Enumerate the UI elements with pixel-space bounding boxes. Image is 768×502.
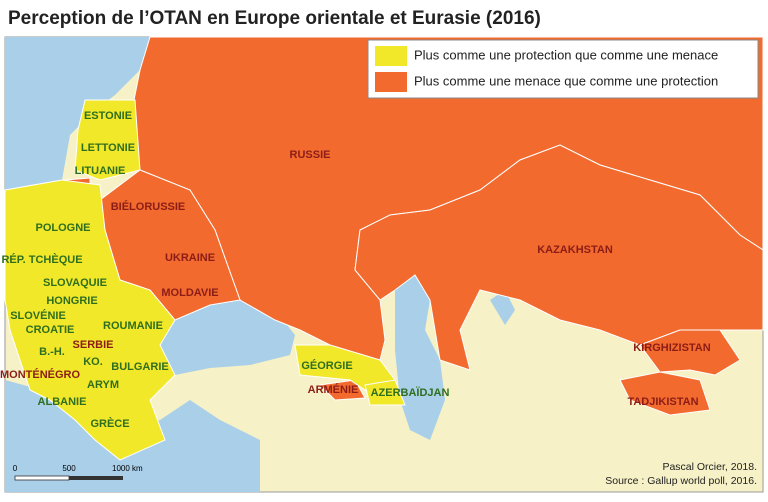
scale-label: 500 <box>62 464 76 473</box>
scale-label: 1000 km <box>112 464 143 473</box>
legend-label: Plus comme une menace que comme une prot… <box>414 73 718 88</box>
country-label: ARYM <box>87 379 119 391</box>
country-label: BULGARIE <box>111 361 168 373</box>
country-label: GRÈCE <box>90 417 129 430</box>
countries-yellow <box>4 99 406 461</box>
countries-orange <box>29 36 764 416</box>
country-label: LETTONIE <box>81 142 135 154</box>
country-label: CROATIE <box>26 324 75 336</box>
country-label: TADJIKISTAN <box>627 396 698 408</box>
country-label: ALBANIE <box>38 396 87 408</box>
country-label: ARMÉNIE <box>308 383 359 396</box>
country-label: LITUANIE <box>75 165 126 177</box>
title: Perception de l’OTAN en Europe orientale… <box>8 8 541 29</box>
country-label: POLOGNE <box>35 222 90 234</box>
country-label: BIÉLORUSSIE <box>111 200 186 213</box>
country-label: GÉORGIE <box>301 359 352 372</box>
scale-label: 0 <box>13 464 18 473</box>
scale-bar: 0 500 1000 km <box>13 464 143 481</box>
scale-segment <box>14 475 70 481</box>
country-label: AZERBAÏDJAN <box>371 386 450 399</box>
country-label: ESTONIE <box>84 110 132 122</box>
country-label: MOLDAVIE <box>161 287 218 299</box>
country-label: RÉP. TCHÈQUE <box>1 253 82 266</box>
country-label: KIRGHIZISTAN <box>633 342 710 354</box>
scale-segment <box>69 476 123 480</box>
country-labels: ESTONIE LETTONIE LITUANIE BIÉLORUSSIE POLOGN… <box>0 110 711 430</box>
legend-box <box>367 39 759 99</box>
country-label: KO. <box>83 356 103 368</box>
country-label: ROUMANIE <box>103 320 163 332</box>
country-label: MONTÉNÉGRO <box>0 368 80 381</box>
legend-swatch <box>375 72 407 92</box>
country-label: SERBIE <box>73 339 114 351</box>
country-label: SLOVÉNIE <box>10 309 66 322</box>
country-label: B.-H. <box>39 346 65 358</box>
credit: Pascal Orcier, 2018. <box>662 461 757 473</box>
country-label: UKRAINE <box>165 252 215 264</box>
legend-swatch <box>375 46 407 66</box>
legend: Plus comme une protection que comme une … <box>367 39 759 99</box>
country-label: KAZAKHSTAN <box>537 244 613 256</box>
legend-label: Plus comme une protection que comme une … <box>414 47 718 62</box>
country-label: RUSSIE <box>290 149 331 161</box>
source: Source : Gallup world poll, 2016. <box>605 475 757 487</box>
country-label: SLOVAQUIE <box>43 277 107 289</box>
country-label: HONGRIE <box>46 295 97 307</box>
